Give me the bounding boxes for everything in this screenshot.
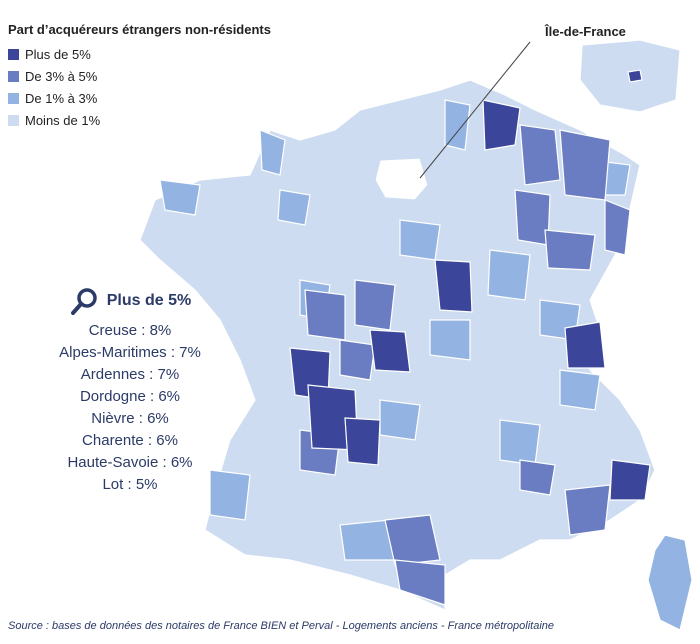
highlight-title: Plus de 5%: [106, 292, 192, 309]
departments-over-5: [289, 99, 651, 501]
legend-item: De 3% à 5%: [8, 65, 271, 87]
highlight-item: Charente : 6%: [82, 432, 178, 449]
legend-label: De 3% à 5%: [25, 68, 98, 84]
highlight-item: Dordogne : 6%: [79, 388, 181, 405]
departments-3-5: [299, 124, 631, 606]
ile-de-france-area: [374, 157, 429, 201]
legend-swatch: [8, 92, 19, 104]
highlight-header: Plus de 5%: [30, 286, 230, 316]
legend-item: Plus de 5%: [8, 43, 271, 65]
legend-swatch: [8, 48, 19, 60]
legend-label: Plus de 5%: [25, 46, 91, 62]
legend-swatch: [8, 70, 19, 82]
highlight-box: Plus de 5% Creuse : 8% Alpes-Maritimes :…: [30, 286, 230, 496]
legend-title: Part d’acquéreurs étrangers non-résident…: [8, 22, 271, 37]
highlight-item: Haute-Savoie : 6%: [67, 454, 193, 471]
ile-de-france-pointer: [419, 41, 531, 179]
highlight-item: Alpes-Maritimes : 7%: [59, 344, 201, 361]
corsica: [647, 534, 693, 631]
legend-item: Moins de 1%: [8, 109, 271, 131]
paris-inset: [627, 69, 643, 83]
legend-label: De 1% à 3%: [25, 90, 98, 106]
highlight-item: Creuse : 8%: [88, 322, 172, 339]
highlight-item: Nièvre : 6%: [91, 410, 169, 427]
highlight-item: Lot : 5%: [102, 476, 158, 493]
ile-de-france-label: Île-de-France: [545, 24, 626, 39]
source-note: Source : bases de données des notaires d…: [8, 620, 555, 632]
legend-swatch: [8, 114, 19, 126]
departments-1-3: [159, 99, 631, 561]
legend-label: Moins de 1%: [25, 112, 101, 128]
magnifier-icon: [70, 288, 97, 315]
legend-item: De 1% à 3%: [8, 87, 271, 109]
highlight-item: Ardennes : 7%: [80, 366, 180, 383]
legend: Part d’acquéreurs étrangers non-résident…: [8, 22, 271, 131]
